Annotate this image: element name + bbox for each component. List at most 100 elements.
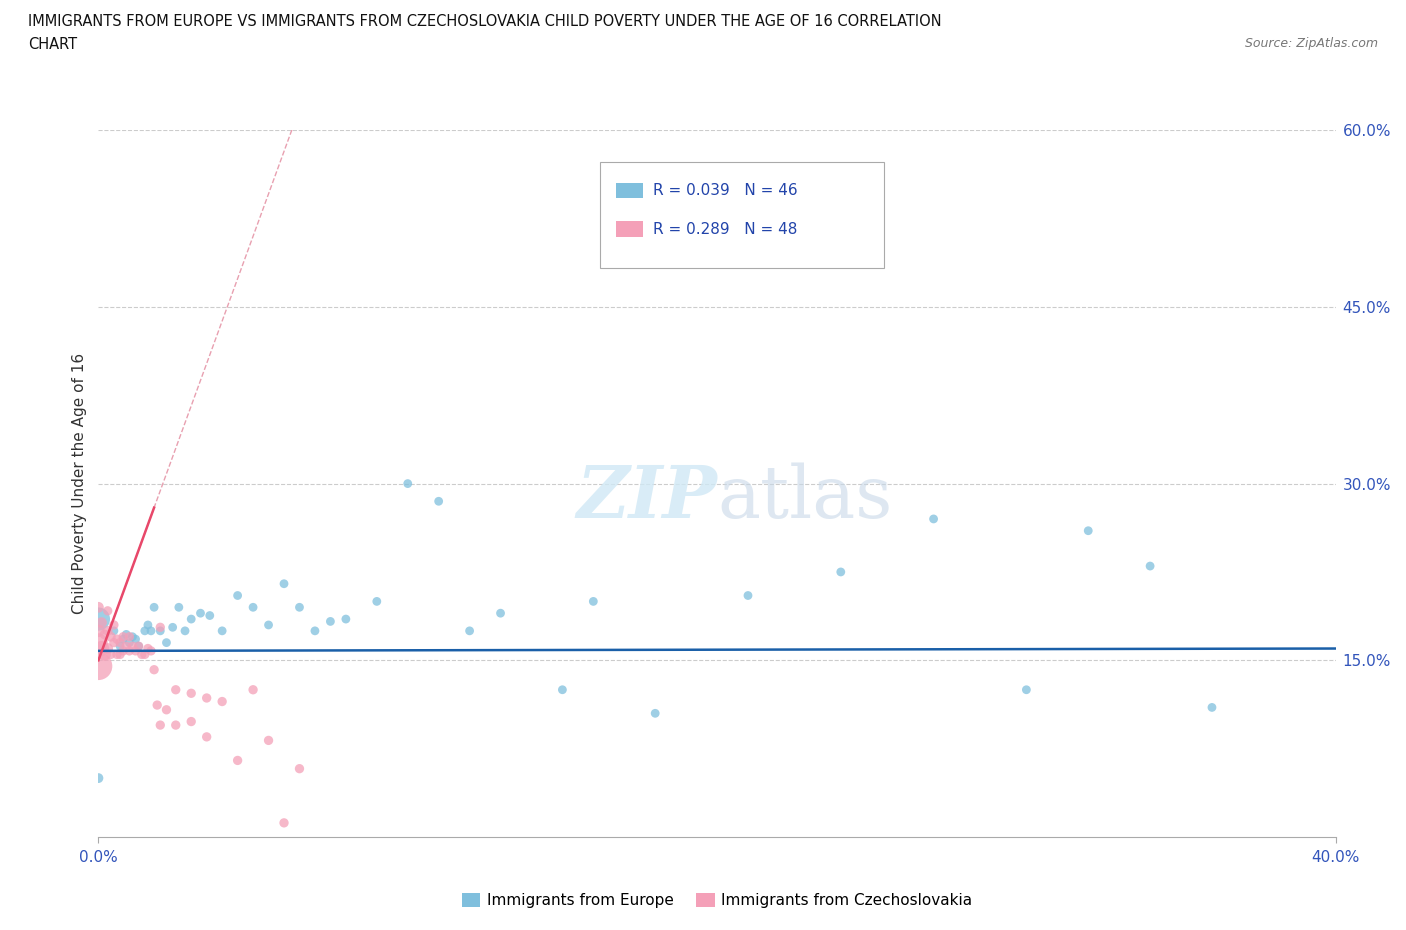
Text: IMMIGRANTS FROM EUROPE VS IMMIGRANTS FROM CZECHOSLOVAKIA CHILD POVERTY UNDER THE: IMMIGRANTS FROM EUROPE VS IMMIGRANTS FRO… xyxy=(28,14,942,29)
Point xyxy=(134,623,156,638)
Point xyxy=(1139,559,1161,574)
Point xyxy=(97,604,120,618)
Point xyxy=(103,623,125,638)
Point xyxy=(108,639,131,654)
Point xyxy=(87,658,110,673)
Point xyxy=(319,614,342,629)
Point xyxy=(211,694,233,709)
Point xyxy=(149,623,172,638)
Point xyxy=(242,600,264,615)
Point xyxy=(288,600,311,615)
Point xyxy=(93,627,115,642)
Point xyxy=(427,494,450,509)
Point xyxy=(304,623,326,638)
Text: R = 0.289   N = 48: R = 0.289 N = 48 xyxy=(652,221,797,236)
Point xyxy=(273,577,295,591)
Point xyxy=(180,714,202,729)
Bar xyxy=(616,182,643,198)
Point xyxy=(97,623,120,638)
Text: CHART: CHART xyxy=(28,37,77,52)
Point xyxy=(226,753,249,768)
Text: Source: ZipAtlas.com: Source: ZipAtlas.com xyxy=(1244,37,1378,50)
Point xyxy=(105,647,128,662)
Point xyxy=(118,630,141,644)
Point xyxy=(90,615,112,630)
Point xyxy=(139,644,162,658)
Point xyxy=(195,691,218,706)
Legend: Immigrants from Europe, Immigrants from Czechoslovakia: Immigrants from Europe, Immigrants from … xyxy=(456,887,979,914)
Point xyxy=(87,600,110,615)
Point xyxy=(105,631,128,646)
Point xyxy=(136,618,159,632)
Point xyxy=(124,644,146,658)
Point xyxy=(165,683,187,698)
Point xyxy=(136,641,159,656)
Point xyxy=(87,623,110,638)
Point xyxy=(90,641,112,656)
Point xyxy=(128,639,150,654)
Point xyxy=(100,630,122,644)
Point xyxy=(128,639,150,654)
Point xyxy=(167,600,190,615)
Point xyxy=(139,623,162,638)
Point xyxy=(582,594,605,609)
Text: atlas: atlas xyxy=(717,462,893,533)
Point xyxy=(1015,683,1038,698)
Point xyxy=(242,683,264,698)
Point xyxy=(87,771,110,786)
Point xyxy=(108,635,131,650)
Point xyxy=(180,612,202,627)
Point xyxy=(146,698,169,712)
Point xyxy=(273,816,295,830)
Point xyxy=(644,706,666,721)
Point xyxy=(87,612,110,627)
Point xyxy=(149,620,172,635)
Point xyxy=(211,623,233,638)
Y-axis label: Child Poverty Under the Age of 16: Child Poverty Under the Age of 16 xyxy=(72,353,87,614)
Point xyxy=(257,733,280,748)
Point xyxy=(288,762,311,777)
Point xyxy=(489,605,512,620)
Point xyxy=(149,718,172,733)
Point xyxy=(112,644,135,658)
Point xyxy=(1077,524,1099,538)
Point xyxy=(551,683,574,698)
Point xyxy=(112,630,135,644)
Point xyxy=(93,647,115,662)
Text: ZIP: ZIP xyxy=(576,462,717,533)
Point xyxy=(118,644,141,658)
Point xyxy=(121,639,143,654)
Point xyxy=(115,639,138,654)
Point xyxy=(134,647,156,662)
Point xyxy=(366,594,388,609)
Point xyxy=(112,631,135,646)
Point xyxy=(190,605,212,620)
Point xyxy=(97,641,120,656)
Point xyxy=(396,476,419,491)
Point xyxy=(162,620,184,635)
Point xyxy=(226,588,249,603)
Point xyxy=(198,608,221,623)
Point xyxy=(118,635,141,650)
Point xyxy=(830,565,852,579)
Point xyxy=(737,588,759,603)
Point xyxy=(195,729,218,744)
Point xyxy=(103,618,125,632)
FancyBboxPatch shape xyxy=(599,162,884,268)
Point xyxy=(257,618,280,632)
Point xyxy=(143,662,166,677)
Point xyxy=(922,512,945,526)
Point xyxy=(335,612,357,627)
Point xyxy=(124,631,146,646)
Point xyxy=(115,627,138,642)
Point xyxy=(1201,700,1223,715)
Point xyxy=(100,647,122,662)
Point xyxy=(103,635,125,650)
Point xyxy=(131,647,153,662)
Point xyxy=(174,623,197,638)
Point xyxy=(143,600,166,615)
Point xyxy=(155,635,177,650)
Point xyxy=(165,718,187,733)
Point xyxy=(458,623,481,638)
Point xyxy=(180,685,202,700)
